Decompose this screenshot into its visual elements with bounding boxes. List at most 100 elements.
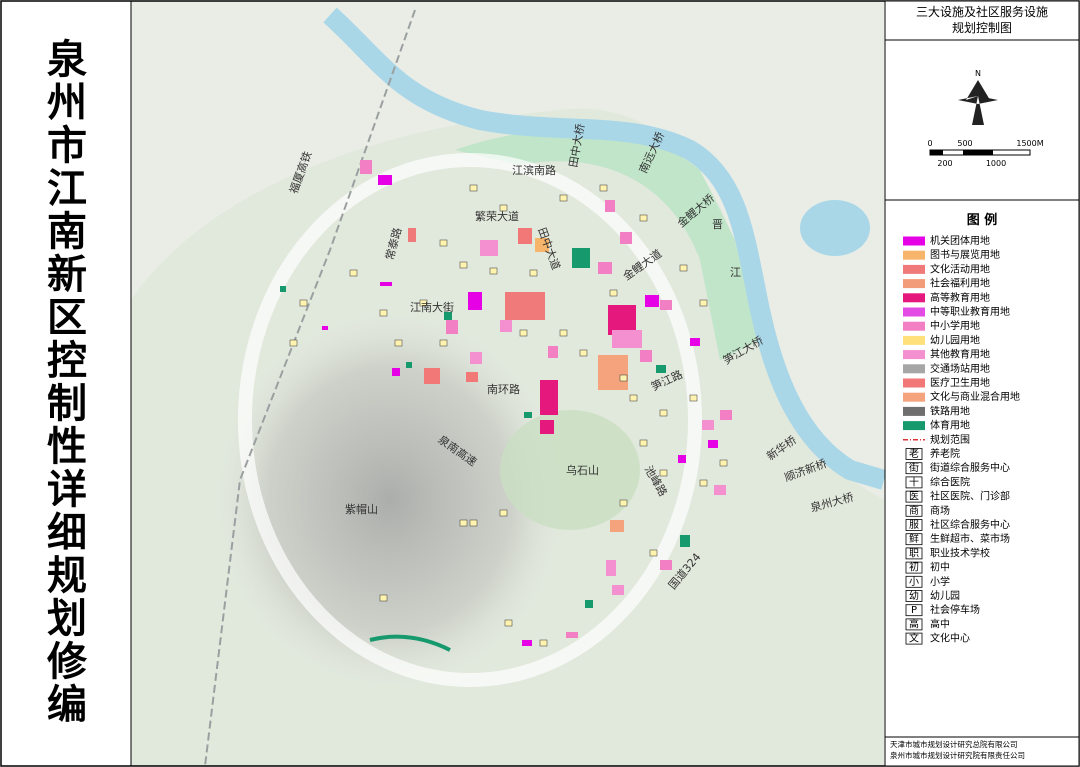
facility-icon — [579, 349, 588, 357]
map-label: 江南大街 — [410, 300, 454, 314]
facility — [708, 440, 718, 448]
legend-icon — [905, 590, 923, 602]
legend-label: 幼儿园用地 — [930, 333, 980, 346]
facility-icon — [439, 339, 448, 347]
legend-label: 中等职业教育用地 — [930, 305, 1010, 318]
legend-label: 交通场站用地 — [930, 362, 990, 375]
legend-swatch — [903, 421, 925, 431]
facility-icon — [619, 499, 628, 507]
legend-swatch — [903, 264, 925, 274]
riverside-park — [455, 129, 760, 360]
legend-label: 职业技术学校 — [930, 546, 990, 559]
scale-label: 1000 — [986, 159, 1006, 168]
legend-swatch — [903, 335, 925, 345]
facility — [522, 640, 532, 646]
legend-label: 小学 — [930, 575, 950, 588]
legend-label: 初中 — [930, 561, 950, 574]
facility — [598, 355, 628, 390]
map-label: 繁荣大道 — [475, 209, 519, 223]
facility — [392, 368, 400, 376]
facility — [500, 320, 512, 332]
legend-label: 文化与商业混合用地 — [930, 390, 1020, 403]
facility — [645, 295, 659, 307]
facility — [660, 300, 672, 310]
facility — [714, 485, 726, 495]
facility-icon — [719, 459, 728, 467]
legend-icon-symbol: 鲜 — [909, 532, 919, 545]
map-label: 南环路 — [487, 383, 520, 396]
facility-icon — [699, 479, 708, 487]
legend-icon — [905, 519, 923, 531]
legend-icon — [905, 575, 923, 588]
legend-label: 图书与展览用地 — [930, 248, 1000, 261]
facility — [322, 326, 328, 330]
facility — [540, 380, 558, 415]
facility-icon — [394, 339, 403, 347]
legend-icon-symbol: 文 — [909, 632, 919, 645]
legend-icon-symbol: 商 — [909, 504, 919, 517]
facility — [424, 368, 440, 384]
facility — [660, 560, 672, 570]
facility — [518, 228, 532, 244]
panel-title: 三大设施及社区服务设施 — [916, 4, 1048, 19]
scale-label: 1500M — [1016, 139, 1043, 148]
facility-icon — [379, 594, 388, 602]
legend-icon-symbol: 幼 — [909, 589, 919, 602]
facility-blocks — [280, 160, 732, 647]
north-arrow — [958, 80, 998, 125]
facility-icon — [689, 394, 698, 402]
legend-label: 高中 — [930, 617, 950, 630]
facility — [380, 282, 392, 286]
legend-swatch — [903, 293, 925, 303]
facility — [540, 420, 554, 434]
legend-icon — [905, 604, 923, 617]
legend-icon-symbol: 街 — [909, 461, 919, 474]
facility-icon — [469, 184, 478, 192]
legend-label: 其他教育用地 — [930, 348, 990, 361]
facility-icon — [499, 204, 508, 212]
legend-label: 体育用地 — [930, 419, 970, 432]
facility-icon — [289, 339, 298, 347]
facility — [505, 292, 545, 320]
legend-icon — [905, 561, 923, 574]
facility — [535, 238, 549, 252]
facility — [720, 410, 732, 420]
legend-label: 文化中心 — [930, 632, 970, 645]
legend-swatch — [903, 406, 925, 416]
legend-label: 养老院 — [930, 447, 960, 460]
legend-swatch — [903, 392, 925, 402]
facility-icon — [659, 469, 668, 477]
facility-icon — [379, 309, 388, 317]
facility-icon — [559, 329, 568, 337]
legend-label: 文化活动用地 — [930, 262, 990, 275]
legend-swatch — [903, 236, 925, 246]
legend-icon-symbol: 服 — [909, 519, 919, 531]
legend-label: 综合医院 — [930, 475, 970, 488]
facility — [690, 338, 700, 346]
map-label: 江 — [730, 266, 741, 279]
legend-label: 商场 — [930, 504, 950, 517]
lake — [800, 200, 870, 256]
map-label: 紫帽山 — [345, 503, 378, 516]
hill — [500, 410, 640, 530]
legend-icon — [905, 490, 923, 503]
credit: 天津市城市规划设计研究总院有限公司 — [890, 739, 1018, 749]
legend-icon — [905, 632, 923, 645]
facility-icon — [639, 214, 648, 222]
facility — [466, 372, 478, 382]
facility — [612, 585, 624, 595]
facility — [678, 455, 686, 463]
legend-swatch — [903, 321, 925, 331]
facility-icon — [609, 289, 618, 297]
scale-label: 0 — [927, 139, 932, 148]
facility — [480, 240, 498, 256]
legend: 机关团体用地图书与展览用地文化活动用地社会福利用地高等教育用地中等职业教育用地中… — [903, 234, 1020, 645]
facility — [470, 352, 482, 364]
scale-bar: 0 500 1500M 200 1000 — [927, 139, 1043, 168]
facility-icon — [679, 264, 688, 272]
legend-label: 社区医院、门诊部 — [930, 490, 1010, 503]
facility-icon — [519, 329, 528, 337]
legend-label: 医疗卫生用地 — [930, 376, 990, 389]
